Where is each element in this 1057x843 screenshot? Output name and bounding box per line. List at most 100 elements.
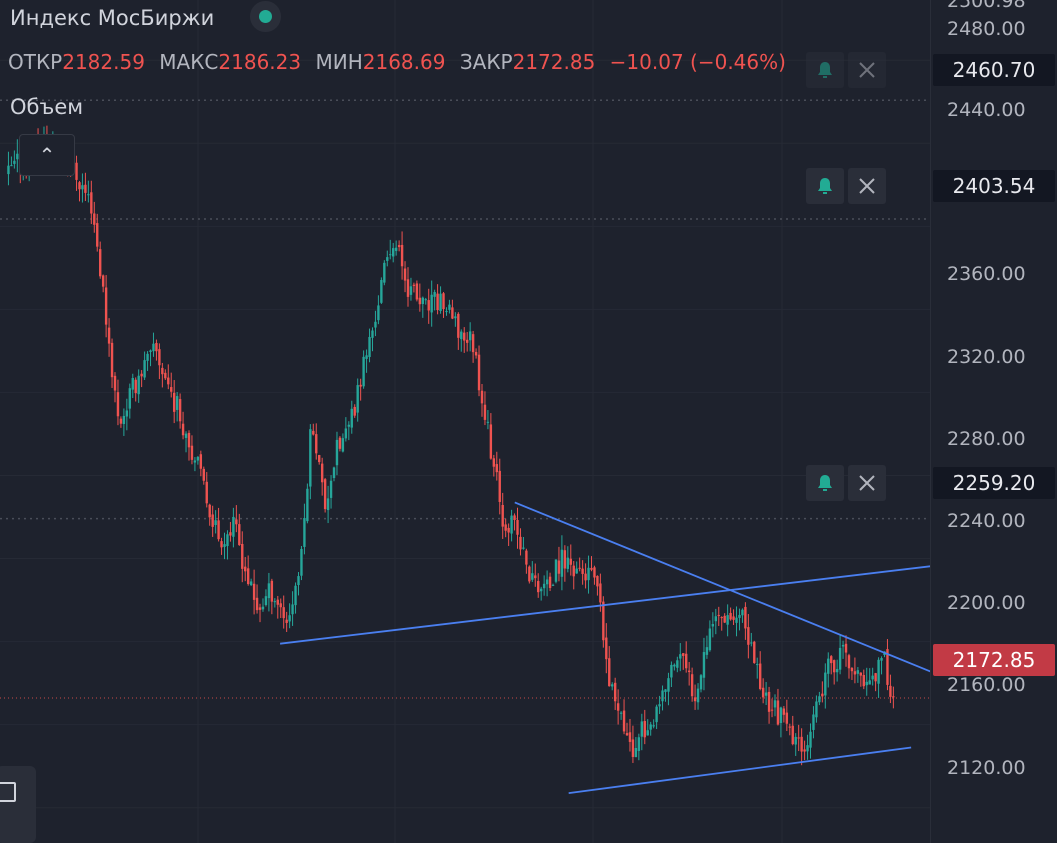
candle-body bbox=[628, 732, 632, 742]
low-label: МИН bbox=[315, 50, 363, 74]
candle-body bbox=[812, 714, 815, 730]
candle-body bbox=[178, 399, 182, 422]
candle-body bbox=[850, 667, 854, 672]
alert-remove-button[interactable] bbox=[848, 168, 886, 204]
candle-body bbox=[613, 682, 617, 702]
alert-remove-button[interactable] bbox=[848, 465, 886, 501]
candle-body bbox=[693, 697, 697, 702]
trendline bbox=[514, 501, 930, 673]
candle-body bbox=[685, 653, 688, 669]
candle-body bbox=[468, 331, 472, 341]
candle-body bbox=[282, 607, 285, 619]
candle-body bbox=[320, 463, 324, 483]
candle-body bbox=[392, 248, 395, 257]
alert-price-tag[interactable]: 2460.70 bbox=[933, 54, 1055, 86]
candle-body bbox=[241, 543, 244, 569]
candle-body bbox=[886, 649, 889, 685]
candle-body bbox=[679, 654, 682, 659]
candle-body bbox=[323, 479, 327, 510]
collapse-legend-button[interactable]: ⌃ bbox=[19, 134, 75, 176]
candle-body bbox=[261, 606, 265, 610]
candle-body bbox=[575, 568, 578, 574]
alert-price-tag[interactable]: 2403.54 bbox=[933, 170, 1055, 202]
alert-bell-button[interactable] bbox=[806, 168, 844, 204]
bell-icon bbox=[818, 178, 832, 194]
candle-body bbox=[81, 185, 84, 190]
candle-body bbox=[622, 710, 626, 732]
candle-body bbox=[844, 643, 848, 653]
candle-body bbox=[756, 664, 759, 666]
candle-body bbox=[596, 575, 599, 587]
candle-body bbox=[276, 599, 279, 605]
price-chart[interactable] bbox=[0, 0, 930, 843]
candle-body bbox=[806, 745, 809, 752]
candle-body bbox=[492, 458, 496, 467]
candle-body bbox=[791, 725, 794, 745]
candle-body bbox=[465, 339, 469, 343]
candle-body bbox=[539, 588, 543, 592]
alert-controls-1 bbox=[806, 52, 886, 88]
candle-body bbox=[400, 244, 404, 267]
candle-body bbox=[557, 560, 561, 574]
candle-body bbox=[835, 668, 839, 673]
candle-body bbox=[631, 739, 635, 757]
candle-body bbox=[741, 609, 744, 616]
candle-body bbox=[735, 617, 738, 623]
candle-body bbox=[155, 342, 158, 352]
candle-body bbox=[818, 696, 821, 703]
candle-body bbox=[667, 678, 670, 692]
corner-tool-button[interactable] bbox=[0, 766, 36, 843]
candle-body bbox=[285, 619, 288, 623]
candle-body bbox=[397, 245, 401, 248]
candle-body bbox=[368, 336, 371, 358]
price-axis-tick: 2280.00 bbox=[947, 428, 1026, 450]
candle-body bbox=[347, 424, 351, 427]
price-axis[interactable]: 2500.98 2480.00 2440.00 2360.00 2320.00 … bbox=[930, 0, 1057, 843]
candle-body bbox=[646, 730, 649, 736]
candle-body bbox=[93, 213, 96, 225]
candle-body bbox=[267, 583, 271, 599]
candle-body bbox=[537, 581, 540, 593]
candle-body bbox=[519, 536, 522, 550]
candle-body bbox=[439, 293, 442, 311]
candle-body bbox=[551, 584, 555, 586]
candle-body bbox=[297, 576, 300, 586]
candle-body bbox=[229, 532, 232, 536]
candle-body bbox=[548, 576, 552, 588]
candle-body bbox=[131, 377, 134, 390]
candle-body bbox=[7, 165, 10, 175]
candle-body bbox=[708, 628, 712, 651]
candle-body bbox=[578, 567, 581, 569]
candle-body bbox=[220, 541, 223, 548]
alert-bell-button[interactable] bbox=[806, 52, 844, 88]
price-axis-tick: 2320.00 bbox=[947, 346, 1026, 368]
candle-body bbox=[542, 583, 546, 589]
price-axis-tick: 2200.00 bbox=[947, 592, 1026, 614]
candle-body bbox=[859, 672, 863, 676]
candle-body bbox=[403, 268, 407, 281]
candle-body bbox=[625, 733, 629, 736]
alert-bell-button[interactable] bbox=[806, 465, 844, 501]
market-status-icon bbox=[258, 9, 272, 23]
volume-legend[interactable]: Объем bbox=[10, 95, 84, 119]
price-axis-tick: 2480.00 bbox=[947, 18, 1026, 40]
candle-body bbox=[874, 673, 877, 682]
candle-body bbox=[865, 681, 868, 686]
candle-body bbox=[128, 388, 131, 409]
open-label: ОТКР bbox=[8, 50, 63, 74]
candle-body bbox=[208, 504, 211, 518]
candle-body bbox=[303, 518, 306, 547]
candle-body bbox=[862, 674, 865, 687]
candle-body bbox=[507, 527, 510, 533]
candle-body bbox=[824, 672, 827, 696]
candle-body bbox=[383, 262, 386, 283]
candle-body bbox=[99, 249, 102, 277]
candle-body bbox=[504, 524, 507, 531]
candle-body bbox=[122, 415, 126, 424]
candle-body bbox=[329, 480, 333, 498]
candle-body bbox=[782, 708, 786, 715]
candle-body bbox=[427, 300, 430, 311]
candle-body bbox=[696, 688, 700, 703]
alert-price-tag[interactable]: 2259.20 bbox=[933, 467, 1055, 499]
alert-remove-button[interactable] bbox=[848, 52, 886, 88]
